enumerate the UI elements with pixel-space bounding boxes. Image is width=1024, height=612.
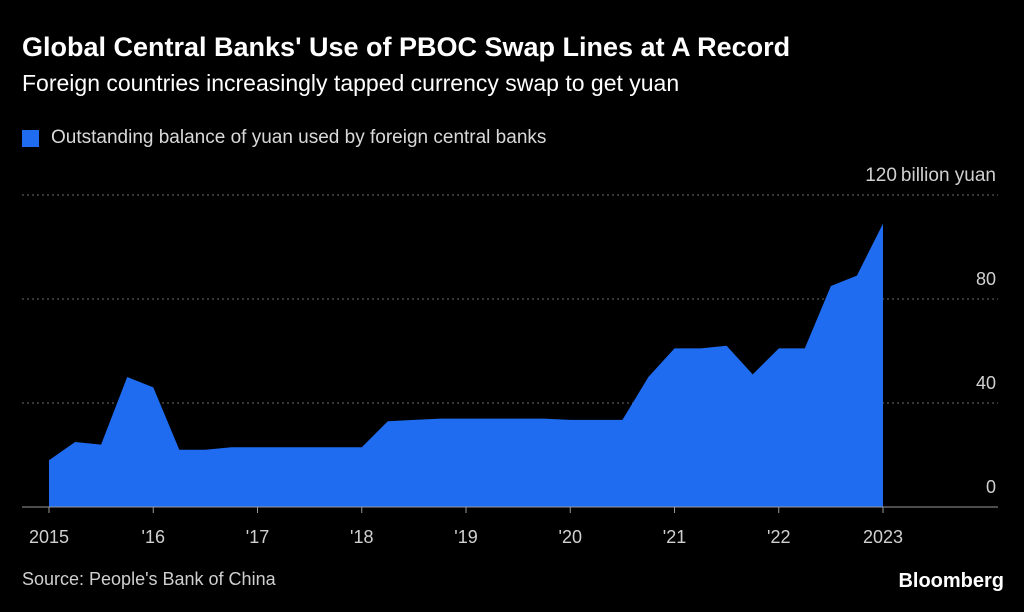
y-tick-label: 40	[976, 373, 996, 393]
x-tick-label: '16	[142, 527, 165, 547]
legend-label: Outstanding balance of yuan used by fore…	[51, 127, 547, 148]
y-tick-label: 0	[986, 477, 996, 497]
x-tick-label: '20	[559, 527, 582, 547]
x-tick-label: 2015	[29, 527, 69, 547]
x-tick-label: '22	[767, 527, 790, 547]
x-tick-label: 2023	[863, 527, 903, 547]
chart-subtitle: Foreign countries increasingly tapped cu…	[22, 70, 680, 96]
x-tick-label: '19	[454, 527, 477, 547]
x-tick-label: '18	[350, 527, 373, 547]
series-area	[49, 223, 883, 507]
chart-title: Global Central Banks' Use of PBOC Swap L…	[22, 32, 791, 62]
x-tick-label: '17	[246, 527, 269, 547]
y-tick-label: 120 billion yuan	[865, 165, 996, 186]
source-note: Source: People's Bank of China	[22, 569, 276, 589]
legend: Outstanding balance of yuan used by fore…	[22, 127, 546, 149]
x-tick-label: '21	[663, 527, 686, 547]
y-tick-label: 80	[976, 269, 996, 289]
legend-swatch	[22, 129, 39, 147]
brand-logo: Bloomberg	[898, 570, 1004, 592]
